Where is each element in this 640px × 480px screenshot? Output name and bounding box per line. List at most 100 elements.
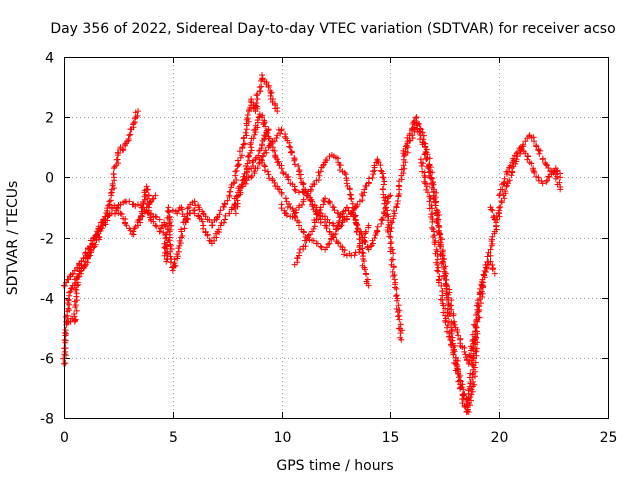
data-point <box>415 120 422 127</box>
data-point <box>362 238 369 245</box>
data-point <box>166 237 173 244</box>
data-point <box>294 255 301 262</box>
data-point <box>222 212 229 219</box>
data-point <box>429 218 436 225</box>
data-point <box>471 381 478 388</box>
y-tick-label: -6 <box>40 352 54 368</box>
data-point <box>248 172 255 179</box>
data-point <box>317 219 324 226</box>
data-point <box>428 224 435 231</box>
data-point <box>434 267 441 274</box>
data-point <box>367 243 374 250</box>
data-point <box>484 253 491 260</box>
data-point <box>447 336 454 343</box>
data-point <box>430 233 437 240</box>
data-point <box>239 152 246 159</box>
data-point <box>429 169 436 176</box>
data-point <box>438 282 445 289</box>
data-point <box>286 200 293 207</box>
data-point <box>437 243 444 250</box>
data-point <box>279 169 286 176</box>
data-point <box>544 162 551 169</box>
data-point <box>134 201 141 208</box>
data-point <box>467 353 474 360</box>
data-point <box>114 149 121 156</box>
data-point <box>554 181 561 188</box>
data-point <box>315 215 322 222</box>
data-point <box>82 250 89 257</box>
data-point <box>316 172 323 179</box>
data-point <box>441 266 448 273</box>
data-point <box>390 207 397 214</box>
data-point <box>254 103 261 110</box>
data-point <box>393 306 400 313</box>
data-point <box>244 111 251 118</box>
data-point <box>497 186 504 193</box>
data-point <box>274 108 281 115</box>
data-point <box>300 181 307 188</box>
data-point <box>441 272 448 279</box>
data-point <box>246 104 253 111</box>
data-point <box>431 241 438 248</box>
data-point <box>471 321 478 328</box>
data-point <box>536 150 543 157</box>
data-point <box>88 247 95 254</box>
data-point <box>251 127 258 134</box>
data-point <box>232 168 239 175</box>
data-point <box>398 176 405 183</box>
data-point <box>356 240 363 247</box>
data-point <box>506 177 513 184</box>
data-point <box>379 185 386 192</box>
data-point <box>497 204 504 211</box>
data-point <box>361 186 368 193</box>
data-point <box>483 264 490 271</box>
data-point <box>434 256 441 263</box>
data-point <box>195 212 202 219</box>
data-point <box>221 203 228 210</box>
x-axis-label: GPS time / hours <box>276 458 393 474</box>
data-point <box>388 219 395 226</box>
data-point <box>448 297 455 304</box>
data-point <box>377 162 384 169</box>
data-point <box>291 186 298 193</box>
data-point <box>388 239 395 246</box>
data-point <box>336 166 343 173</box>
data-point <box>385 198 392 205</box>
x-tick-label: 5 <box>169 430 178 446</box>
data-point <box>351 252 358 259</box>
data-point <box>462 396 469 403</box>
data-point <box>452 354 459 361</box>
data-point <box>432 199 439 206</box>
data-point <box>242 129 249 136</box>
data-point <box>254 117 261 124</box>
data-point <box>156 216 163 223</box>
data-point <box>259 72 266 79</box>
data-point <box>283 212 290 219</box>
data-point <box>485 249 492 256</box>
data-point <box>209 222 216 229</box>
data-point <box>271 138 278 145</box>
data-point <box>473 345 480 352</box>
data-point <box>74 282 81 289</box>
data-point <box>234 157 241 164</box>
data-point <box>287 144 294 151</box>
data-point <box>504 168 511 175</box>
data-point <box>378 216 385 223</box>
data-point <box>332 226 339 233</box>
data-point <box>241 170 248 177</box>
data-point <box>74 279 81 286</box>
data-point <box>469 374 476 381</box>
data-point <box>381 200 388 207</box>
data-point <box>344 204 351 211</box>
data-point <box>261 120 268 127</box>
data-point <box>307 186 314 193</box>
data-point <box>348 196 355 203</box>
x-tick-label: 20 <box>491 430 509 446</box>
data-point <box>434 261 441 268</box>
data-point <box>237 154 244 161</box>
data-point <box>496 192 503 199</box>
data-point <box>277 130 284 137</box>
data-point <box>278 165 285 172</box>
data-point <box>179 233 186 240</box>
data-point <box>374 157 381 164</box>
